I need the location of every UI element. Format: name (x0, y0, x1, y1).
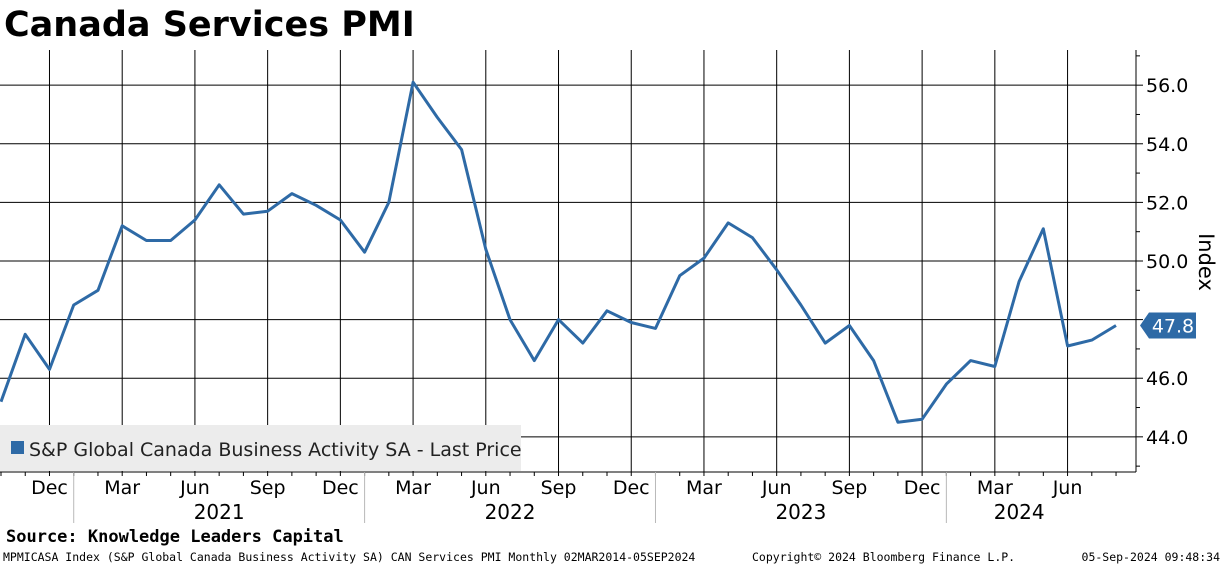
x-month-label: Jun (179, 477, 210, 499)
y-axis-label: Index (1194, 233, 1218, 291)
x-month-label: Sep (541, 477, 577, 499)
last-value-badge (1140, 312, 1196, 339)
y-tick-label: 50.0 (1146, 251, 1188, 273)
y-tick-label: 46.0 (1146, 368, 1188, 390)
x-month-label: Dec (613, 477, 650, 499)
x-year-label: 2024 (994, 500, 1045, 524)
y-tick-label: 44.0 (1146, 427, 1188, 449)
grid (0, 50, 1136, 472)
x-axis-ticks: Dec Mar Jun Sep Dec Mar Jun Sep Dec Mar Jun Sep Dec M… (0, 472, 1117, 524)
y-axis-ticks: 44.046.048.050.052.054.056.0 (1136, 55, 1188, 467)
legend-background (0, 425, 521, 471)
x-month-label: Jun (761, 477, 792, 499)
x-month-label: Mar (686, 477, 722, 499)
legend-swatch (11, 441, 24, 454)
y-tick-label: 52.0 (1146, 192, 1188, 214)
legend-entry: S&P Global Canada Business Activity SA -… (29, 439, 522, 461)
x-month-label: Mar (977, 477, 1013, 499)
legend: S&P Global Canada Business Activity SA -… (0, 425, 522, 471)
x-month-label: Jun (1052, 477, 1083, 499)
x-month-label: Sep (250, 477, 286, 499)
x-month-label: Dec (904, 477, 941, 499)
x-month-label: Mar (395, 477, 431, 499)
y-tick-label: 54.0 (1146, 134, 1188, 156)
x-month-label: Dec (322, 477, 359, 499)
source-label: Source: Knowledge Leaders Capital (6, 527, 344, 547)
y-tick-label: 56.0 (1146, 75, 1188, 97)
last-value-label: 47.8 (1152, 315, 1194, 337)
x-month-label: Dec (31, 477, 68, 499)
chart-title: Canada Services PMI (4, 5, 415, 45)
last-value-marker: 47.8 (1140, 312, 1196, 339)
footer-description: MPMICASA Index (S&P Global Canada Busine… (3, 550, 695, 564)
footer-copyright: Copyright© 2024 Bloomberg Finance L.P. (752, 550, 1015, 564)
x-year-label: 2022 (485, 500, 536, 524)
x-year-label: 2021 (194, 500, 245, 524)
x-month-label: Jun (470, 477, 501, 499)
footer-timestamp: 05-Sep-2024 09:48:34 (1082, 550, 1221, 564)
x-month-label: Mar (104, 477, 140, 499)
x-month-label: Sep (831, 477, 867, 499)
x-year-label: 2023 (775, 500, 826, 524)
series-line (0, 80, 1117, 424)
